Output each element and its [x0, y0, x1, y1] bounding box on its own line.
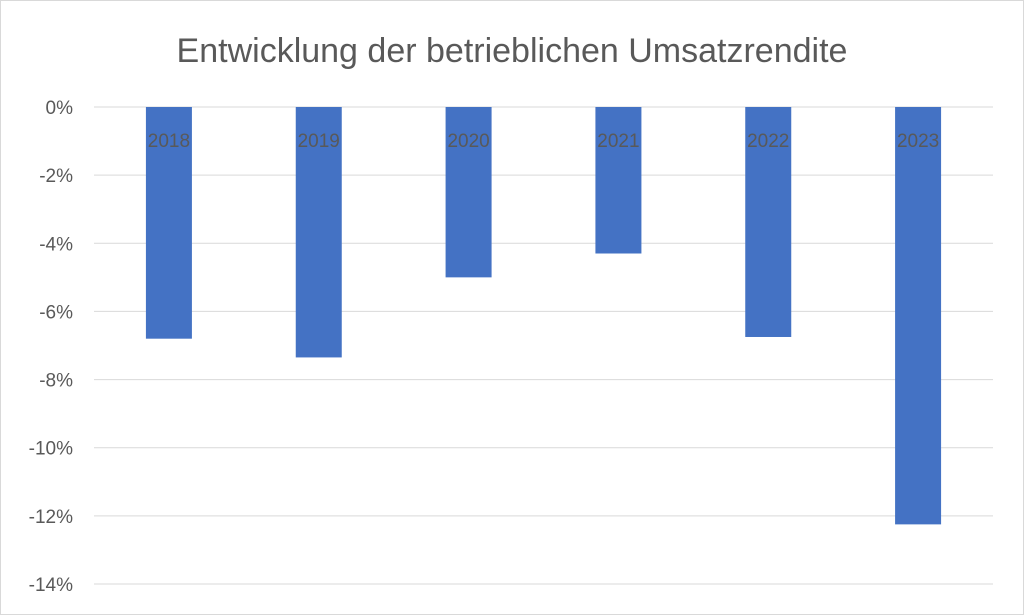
bar-2020 — [445, 107, 492, 278]
y-tick-label: -14% — [29, 575, 73, 596]
y-tick-label: -10% — [29, 439, 73, 460]
bar-2022 — [745, 107, 792, 337]
bars — [145, 107, 942, 525]
y-tick-label: -6% — [39, 302, 73, 323]
bar-2023 — [895, 107, 942, 525]
category-labels: 2018 2019 2020 2021 2022 2023 — [148, 131, 939, 152]
bar-2021 — [595, 107, 642, 254]
category-label-2022: 2022 — [747, 131, 789, 152]
category-label-2023: 2023 — [897, 131, 939, 152]
category-label-2020: 2020 — [447, 131, 489, 152]
category-label-2021: 2021 — [597, 131, 639, 152]
bar-2019 — [295, 107, 342, 358]
y-axis-tick-labels: 0% -2% -4% -6% -8% -10% -12% -14% — [29, 98, 73, 596]
y-tick-label: -8% — [39, 371, 73, 392]
y-tick-label: 0% — [46, 98, 74, 119]
bar-2018 — [145, 107, 192, 339]
y-tick-label: -12% — [29, 507, 73, 528]
category-label-2019: 2019 — [298, 131, 340, 152]
gridlines — [94, 106, 993, 585]
y-tick-label: -4% — [39, 234, 73, 255]
category-label-2018: 2018 — [148, 131, 190, 152]
chart-title: Entwicklung der betrieblichen Umsatzrend… — [177, 32, 848, 70]
y-tick-label: -2% — [39, 166, 73, 187]
